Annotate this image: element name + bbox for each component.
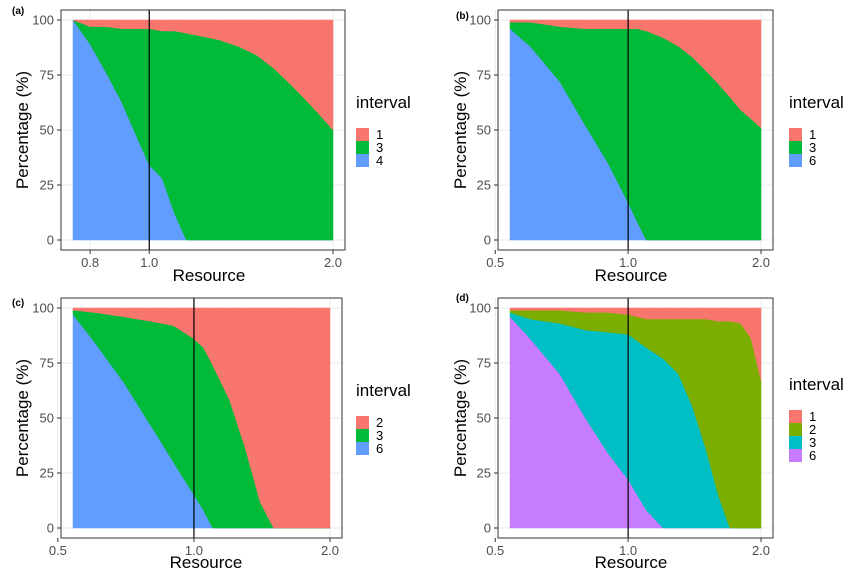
area-series-1	[509, 307, 762, 381]
panel-a: (a) 0 25 50 75 100 0.8 1.0 2.0 Resource Percentage…	[12, 6, 411, 285]
x-tick-label: 2.0	[752, 255, 770, 270]
y-tick-label: 75	[477, 356, 491, 371]
y-tick-label: 25	[477, 466, 491, 481]
x-tick-label: 1.0	[140, 255, 158, 270]
panel-b: (b) 0 25 50 75 100 0.5 1.0 2.0 Resource Percentage…	[451, 9, 844, 285]
panel-tag: (c)	[12, 298, 24, 309]
legend-swatch-1	[789, 128, 802, 141]
y-axis-title: Percentage (%)	[451, 359, 470, 477]
legend-title: interval	[789, 93, 844, 112]
legend-swatch-1	[356, 128, 369, 141]
panel-d: (d) 0 25 50 75 100 0.5 1.0 2.0 Resource Percentage…	[451, 293, 844, 572]
y-tick-label: 100	[469, 301, 491, 316]
legend-label-2: 2	[809, 422, 816, 437]
x-axis-title: Resource	[595, 553, 668, 572]
x-tick-label: 2.0	[324, 255, 342, 270]
y-tick-label: 75	[477, 68, 491, 83]
x-tick-label: 1.0	[619, 255, 637, 270]
legend-swatch-2	[356, 416, 369, 429]
legend-title: interval	[356, 93, 411, 112]
x-axis-title: Resource	[173, 266, 246, 285]
area-series-1	[509, 19, 762, 129]
y-tick-label: 100	[32, 301, 54, 316]
y-tick-label: 50	[477, 411, 491, 426]
legend-swatch-6	[356, 442, 369, 455]
y-axis-title: Percentage (%)	[13, 71, 32, 189]
legend-label-1: 1	[809, 127, 816, 142]
y-tick-label: 25	[40, 178, 54, 193]
legend-label-1: 1	[809, 409, 816, 424]
legend-title: interval	[356, 381, 411, 400]
y-tick-label: 25	[40, 466, 54, 481]
y-tick-label: 50	[40, 411, 54, 426]
y-axis-title: Percentage (%)	[451, 71, 470, 189]
legend-title: interval	[789, 375, 844, 394]
panel-tag: (d)	[456, 293, 469, 304]
y-tick-label: 100	[469, 13, 491, 28]
legend-label-6: 6	[376, 441, 383, 456]
y-tick-label: 0	[47, 233, 54, 248]
legend-label-6: 6	[809, 448, 816, 463]
legend-label-3: 3	[376, 140, 383, 155]
legend-label-2: 2	[376, 415, 383, 430]
y-tick-label: 50	[477, 123, 491, 138]
x-tick-label: 0.8	[81, 255, 99, 270]
legend-label-1: 1	[376, 127, 383, 142]
x-tick-label: 0.5	[486, 543, 504, 558]
y-tick-label: 75	[40, 356, 54, 371]
legend-swatch-2	[789, 423, 802, 436]
legend-swatch-3	[789, 141, 802, 154]
y-tick-label: 0	[47, 521, 54, 536]
legend-swatch-3	[356, 141, 369, 154]
legend-label-3: 3	[809, 140, 816, 155]
legend-label-3: 3	[376, 428, 383, 443]
y-tick-label: 0	[484, 521, 491, 536]
x-axis-title: Resource	[170, 553, 243, 572]
x-axis-title: Resource	[595, 266, 668, 285]
legend-label-4: 4	[376, 153, 383, 168]
panel-c: (c) 0 25 50 75 100 0.5 1.0 2.0 Resource Percentage…	[12, 297, 411, 572]
y-tick-label: 0	[484, 233, 491, 248]
y-tick-label: 75	[40, 68, 54, 83]
y-axis-title: Percentage (%)	[13, 359, 32, 477]
legend-swatch-3	[356, 429, 369, 442]
area-series-2	[72, 307, 331, 529]
legend: interval 136	[789, 93, 844, 168]
panel-tag: (a)	[12, 6, 24, 17]
y-tick-label: 100	[32, 13, 54, 28]
legend-swatch-4	[356, 154, 369, 167]
area-series-1	[72, 19, 334, 131]
x-tick-label: 0.5	[486, 255, 504, 270]
x-tick-label: 1.0	[619, 543, 637, 558]
legend-swatch-3	[789, 436, 802, 449]
legend: interval 134	[356, 93, 411, 168]
x-tick-label: 2.0	[752, 543, 770, 558]
y-tick-label: 50	[40, 123, 54, 138]
x-tick-label: 1.0	[185, 543, 203, 558]
y-tick-label: 25	[477, 178, 491, 193]
panel-tag: (b)	[456, 11, 469, 22]
x-tick-label: 2.0	[321, 543, 339, 558]
legend-swatch-1	[789, 410, 802, 423]
legend-swatch-6	[789, 154, 802, 167]
legend-label-6: 6	[809, 153, 816, 168]
legend-swatch-6	[789, 449, 802, 462]
legend-label-3: 3	[809, 435, 816, 450]
x-tick-label: 0.5	[49, 543, 67, 558]
legend: interval 236	[356, 381, 411, 456]
